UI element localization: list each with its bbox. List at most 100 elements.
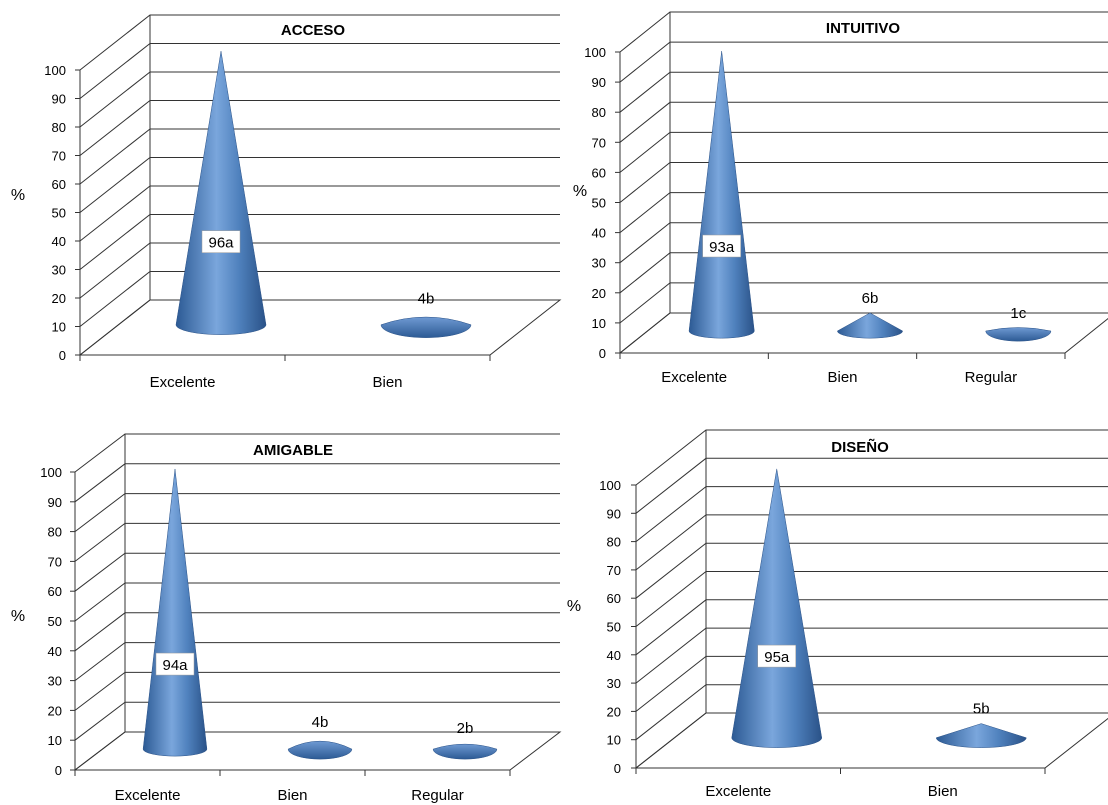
cone-regular: 2b	[432, 720, 498, 760]
x-tick-label-bien: Bien	[277, 787, 307, 804]
cone-excelente: 95a	[731, 468, 822, 748]
data-label-box	[757, 644, 796, 668]
cone-body-bien	[287, 740, 353, 760]
y-tick-label: 40	[48, 644, 62, 659]
y-tick-label: 70	[48, 554, 62, 569]
cone-bien: 4b	[380, 290, 472, 338]
gridline	[619, 192, 1108, 233]
y-tick-label: 100	[584, 45, 606, 60]
gridline	[74, 493, 560, 532]
cone-bien: 5b	[936, 701, 1027, 748]
y-tick-label: 30	[48, 674, 62, 689]
gridline	[74, 552, 560, 592]
chart-title-diseno: DISEÑO	[831, 438, 889, 456]
x-tick-label-excelente: Excelente	[705, 783, 771, 800]
y-tick-label: 40	[592, 226, 606, 241]
gridline	[619, 11, 1108, 53]
gridline	[74, 701, 560, 741]
gridline	[79, 128, 560, 185]
gridline	[74, 522, 560, 562]
y-tick-label: 70	[52, 149, 66, 164]
data-label-bien: 4b	[418, 290, 435, 307]
y-tick-label: 60	[592, 165, 606, 180]
y-tick-label: 90	[592, 75, 606, 90]
cone-body-bien	[837, 312, 903, 339]
chart-floor	[78, 299, 562, 356]
y-tick-label: 100	[44, 63, 66, 78]
chart-title-intuitivo: INTUITIVO	[826, 20, 900, 37]
gridline	[74, 671, 560, 711]
gridline	[635, 655, 1108, 712]
gridline	[74, 612, 560, 652]
chart-floor	[634, 712, 1108, 769]
y-tick-label: 40	[607, 648, 621, 663]
cone-bien: 6b	[837, 290, 903, 339]
gridline	[79, 271, 560, 327]
chart-title-acceso: ACCESO	[281, 22, 346, 39]
y-tick-label: 20	[52, 291, 66, 306]
cone-body-excelente	[688, 51, 755, 339]
data-label-excelente: 96a	[208, 235, 234, 252]
y-tick-label: 0	[55, 763, 62, 778]
x-tick-label-excelente: Excelente	[115, 787, 181, 804]
chart-diseno-svg: DISEÑO 0 10 20 30 40 50 60 70 80 90 100% 95a Excelent…	[567, 429, 1108, 800]
y-tick-label: 100	[599, 478, 621, 493]
cone-bien: 4b	[287, 714, 353, 760]
y-tick-label: 90	[48, 495, 62, 510]
gridline	[79, 157, 560, 213]
y-tick-label: 60	[52, 177, 66, 192]
data-label-box	[702, 234, 741, 258]
x-tick-label-excelente: Excelente	[150, 374, 216, 391]
x-tick-label-bien: Bien	[827, 369, 857, 386]
cone-body-bien	[936, 723, 1027, 748]
gridline	[79, 214, 560, 270]
gridline	[619, 131, 1108, 173]
cone-excelente: 94a	[142, 468, 208, 757]
data-label-excelente: 95a	[764, 649, 790, 666]
data-label-box	[155, 652, 195, 676]
y-axis-label: %	[11, 608, 25, 625]
gridline	[79, 185, 560, 242]
y-tick-label: 20	[592, 286, 606, 301]
gridline	[635, 627, 1108, 684]
gridline	[79, 14, 560, 71]
y-tick-label: 10	[52, 320, 66, 335]
y-tick-label: 90	[52, 92, 66, 107]
y-tick-label: 80	[52, 120, 66, 135]
gridline	[635, 514, 1108, 571]
data-label-box	[201, 230, 241, 253]
chart-diseno: DISEÑO 0 10 20 30 40 50 60 70 80 90 100% 95a Excelent…	[560, 415, 1108, 805]
y-tick-label: 70	[592, 135, 606, 150]
gridline	[74, 463, 560, 503]
gridline	[635, 684, 1108, 741]
y-tick-label: 10	[48, 733, 62, 748]
gridline	[619, 222, 1108, 264]
gridline	[74, 582, 560, 622]
cone-body-bien	[380, 316, 472, 338]
y-tick-label: 60	[607, 591, 621, 606]
gridline	[79, 43, 560, 99]
y-tick-label: 0	[59, 348, 66, 363]
y-tick-label: 80	[592, 105, 606, 120]
gridline	[635, 542, 1108, 599]
y-tick-label: 80	[607, 535, 621, 550]
data-label-regular: 2b	[457, 720, 474, 737]
data-label-bien: 4b	[312, 714, 329, 731]
data-label-bien: 5b	[973, 701, 990, 718]
y-tick-label: 60	[48, 584, 62, 599]
cone-body-excelente	[142, 468, 208, 757]
y-tick-label: 50	[52, 206, 66, 221]
x-tick-label-regular: Regular	[411, 787, 464, 804]
y-tick-label: 90	[607, 506, 621, 521]
data-label-bien: 6b	[862, 290, 879, 307]
y-tick-label: 70	[607, 563, 621, 578]
cone-excelente: 96a	[175, 51, 267, 335]
y-axis-label: %	[567, 598, 581, 615]
gridline	[619, 41, 1108, 83]
y-tick-label: 0	[599, 346, 606, 361]
y-tick-label: 100	[40, 465, 62, 480]
y-tick-label: 0	[614, 761, 621, 776]
gridline	[619, 162, 1108, 203]
gridline	[635, 599, 1108, 656]
gridline	[635, 429, 1108, 486]
